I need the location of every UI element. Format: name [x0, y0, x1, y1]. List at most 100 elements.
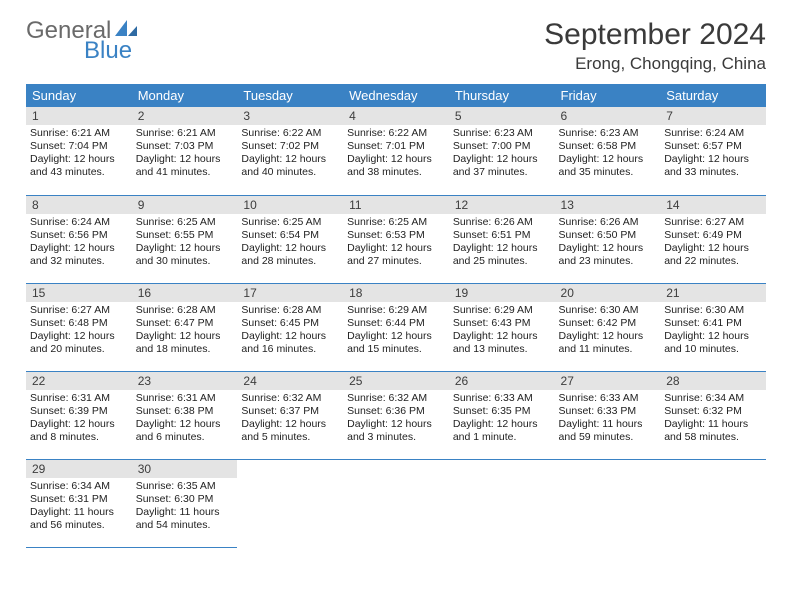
- day-details: Sunrise: 6:30 AMSunset: 6:42 PMDaylight:…: [555, 302, 661, 361]
- day-number: 1: [26, 107, 132, 125]
- day-number: 30: [132, 460, 238, 478]
- calendar-row: 15Sunrise: 6:27 AMSunset: 6:48 PMDayligh…: [26, 283, 766, 371]
- calendar-cell: 16Sunrise: 6:28 AMSunset: 6:47 PMDayligh…: [132, 283, 238, 371]
- weekday-header: Thursday: [449, 84, 555, 107]
- title-block: September 2024 Erong, Chongqing, China: [544, 18, 766, 74]
- day-details: Sunrise: 6:22 AMSunset: 7:02 PMDaylight:…: [237, 125, 343, 184]
- day-number: 28: [660, 372, 766, 390]
- calendar-cell: 24Sunrise: 6:32 AMSunset: 6:37 PMDayligh…: [237, 371, 343, 459]
- day-number: 6: [555, 107, 661, 125]
- day-details: Sunrise: 6:21 AMSunset: 7:03 PMDaylight:…: [132, 125, 238, 184]
- day-number: 25: [343, 372, 449, 390]
- calendar-cell: 5Sunrise: 6:23 AMSunset: 7:00 PMDaylight…: [449, 107, 555, 195]
- day-details: Sunrise: 6:32 AMSunset: 6:36 PMDaylight:…: [343, 390, 449, 449]
- calendar-cell: 11Sunrise: 6:25 AMSunset: 6:53 PMDayligh…: [343, 195, 449, 283]
- calendar-cell: 2Sunrise: 6:21 AMSunset: 7:03 PMDaylight…: [132, 107, 238, 195]
- day-number: 23: [132, 372, 238, 390]
- day-details: Sunrise: 6:27 AMSunset: 6:48 PMDaylight:…: [26, 302, 132, 361]
- weekday-header: Saturday: [660, 84, 766, 107]
- weekday-header-row: Sunday Monday Tuesday Wednesday Thursday…: [26, 84, 766, 107]
- day-number: 20: [555, 284, 661, 302]
- weekday-header: Friday: [555, 84, 661, 107]
- logo: General Blue: [26, 18, 139, 63]
- calendar-cell: 26Sunrise: 6:33 AMSunset: 6:35 PMDayligh…: [449, 371, 555, 459]
- day-number: 13: [555, 196, 661, 214]
- weekday-header: Tuesday: [237, 84, 343, 107]
- calendar-cell: 29Sunrise: 6:34 AMSunset: 6:31 PMDayligh…: [26, 459, 132, 547]
- calendar-cell: [449, 459, 555, 547]
- calendar-cell: [343, 459, 449, 547]
- day-number: 4: [343, 107, 449, 125]
- day-details: Sunrise: 6:31 AMSunset: 6:38 PMDaylight:…: [132, 390, 238, 449]
- day-details: Sunrise: 6:24 AMSunset: 6:57 PMDaylight:…: [660, 125, 766, 184]
- day-details: Sunrise: 6:22 AMSunset: 7:01 PMDaylight:…: [343, 125, 449, 184]
- day-details: Sunrise: 6:23 AMSunset: 7:00 PMDaylight:…: [449, 125, 555, 184]
- day-number: 12: [449, 196, 555, 214]
- header: General Blue September 2024 Erong, Chong…: [26, 18, 766, 74]
- calendar-row: 29Sunrise: 6:34 AMSunset: 6:31 PMDayligh…: [26, 459, 766, 547]
- day-number: 11: [343, 196, 449, 214]
- day-number: 17: [237, 284, 343, 302]
- day-number: 29: [26, 460, 132, 478]
- calendar-cell: 8Sunrise: 6:24 AMSunset: 6:56 PMDaylight…: [26, 195, 132, 283]
- day-number: 18: [343, 284, 449, 302]
- day-details: Sunrise: 6:28 AMSunset: 6:45 PMDaylight:…: [237, 302, 343, 361]
- day-details: Sunrise: 6:21 AMSunset: 7:04 PMDaylight:…: [26, 125, 132, 184]
- calendar-cell: 14Sunrise: 6:27 AMSunset: 6:49 PMDayligh…: [660, 195, 766, 283]
- calendar-cell: 15Sunrise: 6:27 AMSunset: 6:48 PMDayligh…: [26, 283, 132, 371]
- calendar-cell: 7Sunrise: 6:24 AMSunset: 6:57 PMDaylight…: [660, 107, 766, 195]
- day-details: Sunrise: 6:27 AMSunset: 6:49 PMDaylight:…: [660, 214, 766, 273]
- day-number: 16: [132, 284, 238, 302]
- calendar-cell: 22Sunrise: 6:31 AMSunset: 6:39 PMDayligh…: [26, 371, 132, 459]
- day-details: Sunrise: 6:34 AMSunset: 6:32 PMDaylight:…: [660, 390, 766, 449]
- day-number: 8: [26, 196, 132, 214]
- day-details: Sunrise: 6:25 AMSunset: 6:54 PMDaylight:…: [237, 214, 343, 273]
- calendar-cell: 19Sunrise: 6:29 AMSunset: 6:43 PMDayligh…: [449, 283, 555, 371]
- day-details: Sunrise: 6:32 AMSunset: 6:37 PMDaylight:…: [237, 390, 343, 449]
- day-details: Sunrise: 6:25 AMSunset: 6:53 PMDaylight:…: [343, 214, 449, 273]
- calendar-cell: 27Sunrise: 6:33 AMSunset: 6:33 PMDayligh…: [555, 371, 661, 459]
- calendar-cell: 25Sunrise: 6:32 AMSunset: 6:36 PMDayligh…: [343, 371, 449, 459]
- calendar-cell: 30Sunrise: 6:35 AMSunset: 6:30 PMDayligh…: [132, 459, 238, 547]
- day-details: Sunrise: 6:29 AMSunset: 6:43 PMDaylight:…: [449, 302, 555, 361]
- location: Erong, Chongqing, China: [544, 54, 766, 74]
- day-number: 22: [26, 372, 132, 390]
- calendar-cell: 23Sunrise: 6:31 AMSunset: 6:38 PMDayligh…: [132, 371, 238, 459]
- logo-text-2: Blue: [84, 39, 139, 63]
- calendar-row: 8Sunrise: 6:24 AMSunset: 6:56 PMDaylight…: [26, 195, 766, 283]
- day-details: Sunrise: 6:26 AMSunset: 6:51 PMDaylight:…: [449, 214, 555, 273]
- calendar-cell: [660, 459, 766, 547]
- day-number: 15: [26, 284, 132, 302]
- day-number: 21: [660, 284, 766, 302]
- day-details: Sunrise: 6:33 AMSunset: 6:33 PMDaylight:…: [555, 390, 661, 449]
- day-details: Sunrise: 6:25 AMSunset: 6:55 PMDaylight:…: [132, 214, 238, 273]
- calendar-cell: 1Sunrise: 6:21 AMSunset: 7:04 PMDaylight…: [26, 107, 132, 195]
- calendar-cell: 28Sunrise: 6:34 AMSunset: 6:32 PMDayligh…: [660, 371, 766, 459]
- day-details: Sunrise: 6:31 AMSunset: 6:39 PMDaylight:…: [26, 390, 132, 449]
- weekday-header: Wednesday: [343, 84, 449, 107]
- calendar-cell: 12Sunrise: 6:26 AMSunset: 6:51 PMDayligh…: [449, 195, 555, 283]
- calendar-row: 22Sunrise: 6:31 AMSunset: 6:39 PMDayligh…: [26, 371, 766, 459]
- calendar-cell: 18Sunrise: 6:29 AMSunset: 6:44 PMDayligh…: [343, 283, 449, 371]
- calendar-cell: 6Sunrise: 6:23 AMSunset: 6:58 PMDaylight…: [555, 107, 661, 195]
- day-number: 5: [449, 107, 555, 125]
- day-number: 14: [660, 196, 766, 214]
- day-details: Sunrise: 6:33 AMSunset: 6:35 PMDaylight:…: [449, 390, 555, 449]
- day-number: 26: [449, 372, 555, 390]
- calendar-cell: 4Sunrise: 6:22 AMSunset: 7:01 PMDaylight…: [343, 107, 449, 195]
- day-number: 19: [449, 284, 555, 302]
- page-title: September 2024: [544, 18, 766, 52]
- weekday-header: Sunday: [26, 84, 132, 107]
- day-details: Sunrise: 6:26 AMSunset: 6:50 PMDaylight:…: [555, 214, 661, 273]
- calendar-cell: [555, 459, 661, 547]
- day-number: 24: [237, 372, 343, 390]
- calendar-table: Sunday Monday Tuesday Wednesday Thursday…: [26, 84, 766, 548]
- day-details: Sunrise: 6:28 AMSunset: 6:47 PMDaylight:…: [132, 302, 238, 361]
- day-details: Sunrise: 6:23 AMSunset: 6:58 PMDaylight:…: [555, 125, 661, 184]
- day-details: Sunrise: 6:34 AMSunset: 6:31 PMDaylight:…: [26, 478, 132, 537]
- calendar-cell: 3Sunrise: 6:22 AMSunset: 7:02 PMDaylight…: [237, 107, 343, 195]
- day-number: 2: [132, 107, 238, 125]
- day-number: 27: [555, 372, 661, 390]
- day-details: Sunrise: 6:30 AMSunset: 6:41 PMDaylight:…: [660, 302, 766, 361]
- day-details: Sunrise: 6:24 AMSunset: 6:56 PMDaylight:…: [26, 214, 132, 273]
